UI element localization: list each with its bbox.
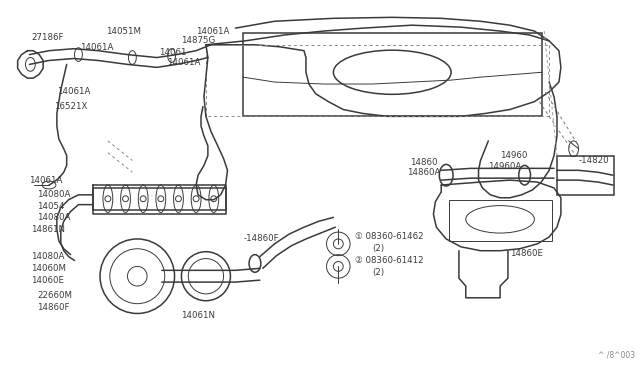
Text: (2): (2) [372, 244, 385, 253]
Text: 14061A: 14061A [29, 176, 63, 185]
Text: 14860F: 14860F [37, 303, 70, 312]
Text: 14960A: 14960A [488, 162, 522, 171]
Text: 14051M: 14051M [106, 26, 141, 36]
Text: -14860F: -14860F [243, 234, 279, 243]
Text: 14061A: 14061A [166, 58, 200, 67]
Text: 14061A: 14061A [196, 26, 230, 36]
Text: ① 08360-61462: ① 08360-61462 [355, 232, 424, 241]
Bar [243, 33, 542, 116]
Text: -14820: -14820 [579, 156, 609, 165]
Bar [93, 188, 225, 209]
Text: 14054: 14054 [37, 202, 65, 211]
Text: 14080A: 14080A [31, 252, 65, 261]
Text: 14860: 14860 [410, 158, 437, 167]
Text: 14860A: 14860A [407, 168, 440, 177]
Text: 16521X: 16521X [54, 102, 87, 111]
Text: 14861N: 14861N [31, 225, 65, 234]
Text: 14061N: 14061N [181, 311, 216, 320]
Text: 14875G: 14875G [181, 36, 216, 45]
Text: 22660M: 22660M [37, 291, 72, 300]
Text: ② 08360-61412: ② 08360-61412 [355, 256, 424, 265]
Text: ^ /8^003: ^ /8^003 [598, 350, 636, 359]
Bar [449, 200, 552, 241]
Text: 14061A: 14061A [57, 87, 90, 96]
Text: 14060M: 14060M [31, 264, 67, 273]
Text: 14061: 14061 [159, 48, 186, 57]
Text: 14060E: 14060E [31, 276, 65, 285]
Text: 14960: 14960 [500, 151, 527, 160]
Text: (2): (2) [372, 268, 385, 277]
Text: 27186F: 27186F [31, 33, 64, 42]
Bar [557, 155, 614, 195]
Text: 14080A: 14080A [37, 213, 70, 222]
Text: 14080A: 14080A [37, 190, 70, 199]
Text: 14860E: 14860E [510, 249, 543, 258]
Text: 14061A: 14061A [81, 43, 114, 52]
